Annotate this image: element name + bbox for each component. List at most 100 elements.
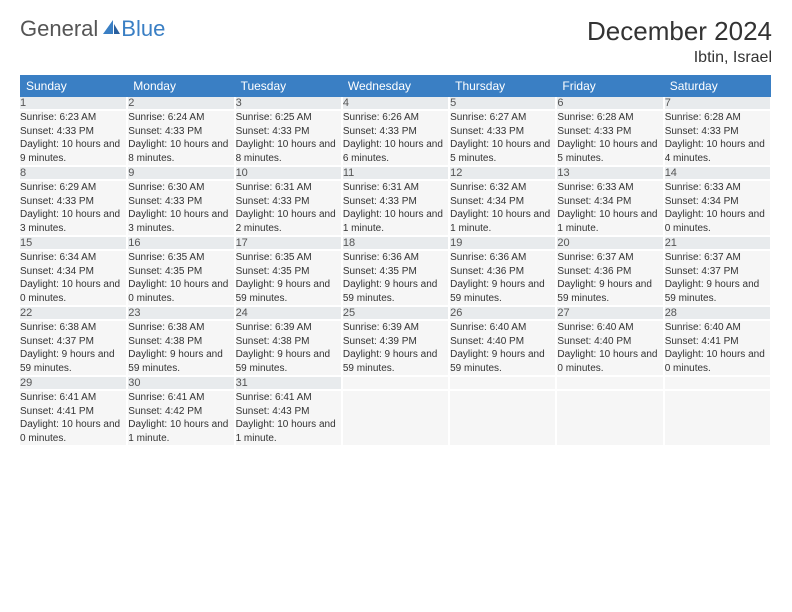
day-content-row: Sunrise: 6:38 AMSunset: 4:37 PMDaylight:… [20,320,771,376]
day-cell: Sunrise: 6:23 AMSunset: 4:33 PMDaylight:… [20,110,127,166]
sunrise-text: Sunrise: 6:25 AM [236,111,341,125]
daylight-text: Daylight: 10 hours and 2 minutes. [236,208,341,235]
day-number: 1 [20,97,127,110]
sunrise-text: Sunrise: 6:29 AM [20,181,126,195]
weekday-header: Wednesday [342,75,449,97]
daylight-text: Daylight: 10 hours and 8 minutes. [236,138,341,165]
daylight-text: Daylight: 10 hours and 1 minute. [343,208,448,235]
daylight-text: Daylight: 10 hours and 0 minutes. [128,278,233,305]
daylight-text: Daylight: 9 hours and 59 minutes. [450,348,555,375]
day-cell [449,390,556,446]
sunrise-text: Sunrise: 6:31 AM [236,181,341,195]
sunrise-text: Sunrise: 6:31 AM [343,181,448,195]
day-number: 16 [127,236,234,250]
daylight-text: Daylight: 10 hours and 3 minutes. [128,208,233,235]
sunset-text: Sunset: 4:33 PM [20,195,126,209]
calendar-table: Sunday Monday Tuesday Wednesday Thursday… [20,75,772,447]
sunset-text: Sunset: 4:40 PM [557,335,662,349]
sunset-text: Sunset: 4:39 PM [343,335,448,349]
sunset-text: Sunset: 4:35 PM [236,265,341,279]
sunrise-text: Sunrise: 6:24 AM [128,111,233,125]
sunset-text: Sunset: 4:38 PM [236,335,341,349]
logo-text-2: Blue [121,16,165,42]
daylight-text: Daylight: 10 hours and 0 minutes. [557,348,662,375]
sunset-text: Sunset: 4:41 PM [20,405,126,419]
day-content-row: Sunrise: 6:41 AM Sunset: 4:41 PMDaylight:… [20,390,771,446]
sunrise-text: Sunrise: 6:39 AM [236,321,341,335]
day-number: 31 [235,376,342,390]
day-number-row: 1234567 [20,97,771,110]
sunset-text: Sunset: 4:34 PM [450,195,555,209]
sunrise-text: Sunrise: 6:38 AM [20,321,126,335]
day-cell: Sunrise: 6:40 AMSunset: 4:40 PMDaylight:… [449,320,556,376]
sunrise-text: Sunrise: 6:30 AM [128,181,233,195]
day-number: 21 [664,236,771,250]
sunrise-text: Sunrise: 6:34 AM [20,251,126,265]
sunrise-text: Sunrise: 6:40 AM [665,321,770,335]
day-cell: Sunrise: 6:35 AMSunset: 4:35 PMDaylight:… [127,250,234,306]
page-title: December 2024 [587,16,772,47]
sunrise-text: Sunrise: 6:41 AM [236,391,341,405]
sunset-text: Sunset: 4:33 PM [557,125,662,139]
daylight-text: Daylight: 10 hours and 0 minutes. [665,348,770,375]
day-cell: Sunrise: 6:31 AMSunset: 4:33 PMDaylight:… [342,180,449,236]
day-cell: Sunrise: 6:41 AMSunset: 4:41 PMDaylight:… [20,390,127,446]
day-number: 9 [127,166,234,180]
sunset-text: Sunset: 4:37 PM [665,265,770,279]
logo: General Blue [20,16,165,42]
daylight-text: Daylight: 10 hours and 1 minute. [450,208,555,235]
logo-text-1: General [20,16,98,42]
sunrise-text: Sunrise: 6:39 AM [343,321,448,335]
sunrise-text: Sunrise: 6:28 AM [665,111,770,125]
day-cell: Sunrise: 6:37 AMSunset: 4:37 PMDaylight:… [664,250,771,306]
daylight-text: Daylight: 10 hours and 8 minutes. [128,138,233,165]
day-cell [664,390,771,446]
weekday-header-row: Sunday Monday Tuesday Wednesday Thursday… [20,75,771,97]
sunrise-text: Sunrise: 6:35 AM [236,251,341,265]
day-cell: Sunrise: 6:28 AMSunset: 4:33 PMDaylight:… [556,110,663,166]
day-cell: Sunrise: 6:25 AMSunset: 4:33 PMDaylight:… [235,110,342,166]
day-cell: Sunrise: 6:34 AMSunset: 4:34 PMDaylight:… [20,250,127,306]
sunrise-text: Sunrise: 6:40 AM [450,321,555,335]
sunset-text: Sunset: 4:36 PM [557,265,662,279]
day-number [342,376,449,390]
day-number [449,376,556,390]
daylight-text: Daylight: 10 hours and 5 minutes. [450,138,555,165]
day-cell: Sunrise: 6:32 AMSunset: 4:34 PMDaylight:… [449,180,556,236]
day-number: 2 [127,97,234,110]
daylight-text: Daylight: 9 hours and 59 minutes. [236,348,341,375]
day-number [556,376,663,390]
daylight-text: Daylight: 9 hours and 59 minutes. [128,348,233,375]
sunrise-text: Sunrise: 6:33 AM [665,181,770,195]
day-cell: Sunrise: 6:31 AMSunset: 4:33 PMDaylight:… [235,180,342,236]
sunset-text: Sunset: 4:35 PM [128,265,233,279]
day-cell: Sunrise: 6:40 AMSunset: 4:41 PMDaylight:… [664,320,771,376]
sunrise-text: Sunrise: 6:36 AM [450,251,555,265]
sunset-text: Sunset: 4:40 PM [450,335,555,349]
sunset-text: Sunset: 4:33 PM [20,125,126,139]
sunset-text: Sunset: 4:41 PM [665,335,770,349]
sunrise-text: Sunrise: 6:37 AM [557,251,662,265]
day-number: 5 [449,97,556,110]
daylight-text: Daylight: 10 hours and 1 minute. [557,208,662,235]
day-cell: Sunrise: 6:28 AMSunset: 4:33 PMDaylight:… [664,110,771,166]
weekday-header: Friday [556,75,663,97]
day-cell: Sunrise: 6:39 AMSunset: 4:38 PMDaylight:… [235,320,342,376]
day-number: 24 [235,306,342,320]
daylight-text: Daylight: 10 hours and 4 minutes. [665,138,770,165]
sunset-text: Sunset: 4:34 PM [557,195,662,209]
day-cell: Sunrise: 6:37 AMSunset: 4:36 PMDaylight:… [556,250,663,306]
day-number-row: 22232425262728 [20,306,771,320]
daylight-text: Daylight: 10 hours and 1 minute. [128,418,233,445]
sunset-text: Sunset: 4:33 PM [450,125,555,139]
sunset-text: Sunset: 4:33 PM [236,125,341,139]
location: Ibtin, Israel [587,49,772,67]
day-cell: Sunrise: 6:24 AMSunset: 4:33 PMDaylight:… [127,110,234,166]
header: General Blue December 2024 Ibtin, Israel [20,16,772,67]
daylight-text: Daylight: 10 hours and 3 minutes. [20,208,126,235]
sunrise-text: Sunrise: 6:28 AM [557,111,662,125]
sunset-text: Sunset: 4:33 PM [236,195,341,209]
day-number: 4 [342,97,449,110]
day-cell: Sunrise: 6:27 AMSunset: 4:33 PMDaylight:… [449,110,556,166]
day-number: 26 [449,306,556,320]
